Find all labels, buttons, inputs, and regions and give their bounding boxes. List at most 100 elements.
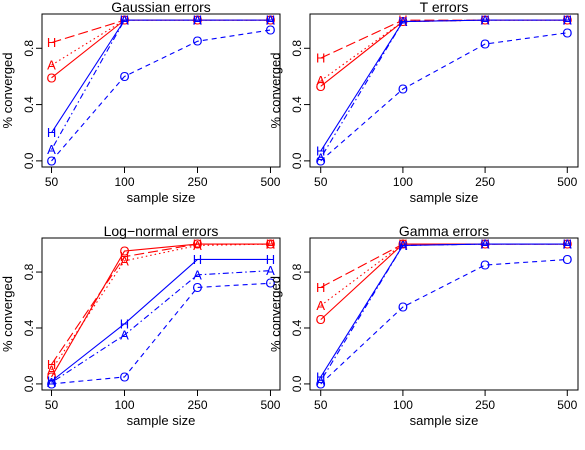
y-tick-label: 0.4 bbox=[22, 96, 36, 113]
series-line bbox=[320, 19, 568, 87]
series-line bbox=[51, 29, 271, 162]
series-line bbox=[320, 243, 568, 382]
data-point-marker: O bbox=[265, 237, 275, 252]
x-axis-label: sample size bbox=[410, 413, 479, 428]
x-tick-label: 250 bbox=[475, 398, 495, 412]
data-point-marker: A bbox=[193, 238, 202, 253]
series-line bbox=[51, 270, 271, 383]
data-point-marker: O bbox=[265, 22, 275, 37]
series-line bbox=[320, 19, 568, 82]
data-point-marker: A bbox=[399, 238, 408, 253]
x-tick-label: 250 bbox=[187, 175, 207, 189]
y-tick-label: 0.4 bbox=[290, 319, 304, 336]
y-tick-label: 0.4 bbox=[22, 319, 36, 336]
series-line bbox=[51, 243, 271, 378]
series-line bbox=[320, 243, 568, 320]
x-tick-label: 100 bbox=[393, 398, 413, 412]
data-point-marker: H bbox=[47, 125, 56, 140]
x-tick-label: 500 bbox=[260, 398, 280, 412]
data-point-marker: H bbox=[316, 369, 325, 384]
data-point-marker: A bbox=[563, 13, 572, 28]
data-point-marker: O bbox=[46, 153, 56, 168]
series-line bbox=[320, 19, 568, 159]
data-point-marker: O bbox=[316, 79, 326, 94]
data-point-marker: H bbox=[563, 13, 572, 28]
data-point-marker: O bbox=[316, 376, 326, 391]
data-point-marker: A bbox=[266, 237, 275, 252]
data-point-marker: O bbox=[192, 280, 202, 295]
y-axis-label: % converged bbox=[268, 53, 283, 129]
data-point-marker: H bbox=[120, 316, 129, 331]
data-point-marker: H bbox=[316, 144, 325, 159]
data-point-marker: A bbox=[47, 58, 56, 73]
data-point-marker: A bbox=[193, 13, 202, 28]
chart-title: Gamma errors bbox=[399, 223, 489, 239]
series-line bbox=[51, 243, 271, 371]
y-tick-label: 0.8 bbox=[290, 263, 304, 280]
series-line bbox=[51, 19, 271, 150]
data-point-marker: H bbox=[47, 357, 56, 372]
data-point-marker: O bbox=[562, 25, 572, 40]
data-point-marker: A bbox=[193, 267, 202, 282]
data-point-marker: O bbox=[119, 244, 129, 259]
data-point-marker: H bbox=[193, 252, 202, 267]
x-tick-label: 500 bbox=[260, 175, 280, 189]
data-point-marker: O bbox=[398, 82, 408, 97]
x-tick-label: 500 bbox=[557, 175, 577, 189]
data-point-marker: A bbox=[481, 13, 490, 28]
data-point-marker: O bbox=[316, 153, 326, 168]
series-line bbox=[320, 32, 568, 162]
chart-title: Log−normal errors bbox=[104, 223, 219, 239]
x-tick-label: 50 bbox=[45, 398, 59, 412]
data-point-marker: A bbox=[563, 237, 572, 252]
x-tick-label: 100 bbox=[114, 175, 134, 189]
y-tick-label: 0.0 bbox=[22, 152, 36, 169]
x-axis-label: sample size bbox=[410, 190, 479, 205]
data-point-marker: H bbox=[398, 14, 407, 29]
data-point-marker: H bbox=[266, 252, 275, 267]
y-tick-label: 0.8 bbox=[290, 40, 304, 57]
chart-title: Gaussian errors bbox=[111, 0, 211, 15]
series-line bbox=[51, 258, 271, 382]
x-axis-label: sample size bbox=[127, 413, 196, 428]
x-tick-label: 50 bbox=[314, 175, 328, 189]
x-tick-label: 250 bbox=[475, 175, 495, 189]
data-point-marker: H bbox=[480, 237, 489, 252]
data-point-marker: A bbox=[563, 237, 572, 252]
data-point-marker: O bbox=[316, 312, 326, 327]
y-tick-label: 0.8 bbox=[22, 40, 36, 57]
data-point-marker: O bbox=[265, 276, 275, 291]
data-point-marker: O bbox=[46, 70, 56, 85]
y-tick-label: 0.0 bbox=[290, 375, 304, 392]
y-tick-label: 0.0 bbox=[290, 152, 304, 169]
data-point-marker: H bbox=[47, 374, 56, 389]
y-axis-label: % converged bbox=[0, 276, 15, 352]
data-point-marker: A bbox=[47, 142, 56, 157]
series-line bbox=[320, 258, 568, 385]
data-point-marker: A bbox=[316, 374, 325, 389]
data-point-marker: A bbox=[316, 298, 325, 313]
data-point-marker: A bbox=[47, 362, 56, 377]
data-point-marker: H bbox=[398, 13, 407, 28]
y-tick-label: 0.8 bbox=[22, 263, 36, 280]
chart-title: T errors bbox=[420, 0, 469, 15]
data-point-marker: O bbox=[398, 300, 408, 315]
data-point-marker: A bbox=[316, 151, 325, 166]
data-point-marker: H bbox=[266, 13, 275, 28]
x-tick-label: 100 bbox=[114, 398, 134, 412]
x-tick-label: 500 bbox=[557, 398, 577, 412]
x-tick-label: 100 bbox=[393, 175, 413, 189]
data-point-marker: A bbox=[47, 375, 56, 390]
data-point-marker: O bbox=[398, 237, 408, 252]
series-line bbox=[51, 243, 271, 365]
plot-frame bbox=[41, 237, 281, 391]
x-tick-label: 50 bbox=[314, 398, 328, 412]
y-axis-label: % converged bbox=[0, 53, 15, 129]
data-point-marker: O bbox=[46, 376, 56, 391]
data-point-marker: O bbox=[119, 69, 129, 84]
chart-panel: Gaussian errors sample size % converged 50 1… bbox=[0, 0, 281, 205]
series-line bbox=[51, 19, 271, 79]
x-tick-label: 250 bbox=[187, 398, 207, 412]
data-point-marker: A bbox=[266, 13, 275, 28]
